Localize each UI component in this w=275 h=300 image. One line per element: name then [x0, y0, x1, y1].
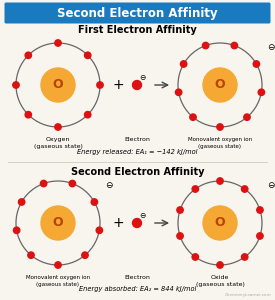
- Text: O: O: [53, 79, 63, 92]
- Text: Oxygen
(gaseous state): Oxygen (gaseous state): [34, 137, 82, 148]
- Circle shape: [257, 207, 263, 213]
- Circle shape: [203, 206, 237, 240]
- Text: Electron: Electron: [124, 275, 150, 280]
- Circle shape: [41, 206, 75, 240]
- Circle shape: [133, 218, 141, 227]
- Text: Monovalent oxygen ion
(gaseous state): Monovalent oxygen ion (gaseous state): [26, 275, 90, 286]
- Circle shape: [69, 180, 76, 187]
- Text: Energy released: EA₁ = −142 kJ/mol: Energy released: EA₁ = −142 kJ/mol: [77, 149, 198, 155]
- Text: First Electron Affinity: First Electron Affinity: [78, 25, 197, 35]
- Circle shape: [217, 178, 223, 184]
- Circle shape: [241, 186, 248, 192]
- Circle shape: [217, 124, 223, 130]
- Circle shape: [25, 52, 32, 58]
- FancyBboxPatch shape: [4, 2, 271, 23]
- Text: Oxide
(gaseous state): Oxide (gaseous state): [196, 275, 244, 286]
- Text: +: +: [112, 78, 124, 92]
- Circle shape: [241, 254, 248, 260]
- Text: ChemistryLearner.com: ChemistryLearner.com: [224, 293, 271, 297]
- Circle shape: [28, 252, 34, 258]
- Circle shape: [18, 199, 25, 205]
- Text: ⊖⊖: ⊖⊖: [267, 181, 275, 190]
- Circle shape: [244, 114, 250, 120]
- Text: ⊖: ⊖: [267, 43, 274, 52]
- Circle shape: [97, 82, 103, 88]
- Circle shape: [96, 227, 103, 233]
- Text: O: O: [215, 79, 225, 92]
- Text: Second Electron Affinity: Second Electron Affinity: [71, 167, 204, 177]
- Circle shape: [55, 40, 61, 46]
- Circle shape: [175, 89, 182, 95]
- Circle shape: [202, 42, 209, 49]
- Circle shape: [91, 199, 98, 205]
- Circle shape: [40, 180, 47, 187]
- Circle shape: [203, 68, 237, 102]
- Circle shape: [55, 124, 61, 130]
- Circle shape: [13, 82, 19, 88]
- Circle shape: [84, 112, 91, 118]
- Circle shape: [253, 61, 260, 67]
- Text: O: O: [215, 217, 225, 230]
- Circle shape: [84, 52, 91, 58]
- Text: Electron: Electron: [124, 137, 150, 142]
- Circle shape: [231, 42, 238, 49]
- Text: Second Electron Affinity: Second Electron Affinity: [57, 7, 218, 20]
- Circle shape: [180, 61, 187, 67]
- Circle shape: [13, 227, 20, 233]
- Circle shape: [217, 262, 223, 268]
- Circle shape: [192, 254, 199, 260]
- Circle shape: [177, 233, 183, 239]
- Text: ⊖: ⊖: [139, 212, 145, 220]
- Circle shape: [25, 112, 32, 118]
- Circle shape: [55, 262, 61, 268]
- Circle shape: [41, 68, 75, 102]
- Circle shape: [82, 252, 88, 258]
- Text: ⊖: ⊖: [105, 181, 112, 190]
- Circle shape: [192, 186, 199, 192]
- Text: O: O: [53, 217, 63, 230]
- Circle shape: [190, 114, 196, 120]
- Text: +: +: [112, 216, 124, 230]
- Text: ⊖: ⊖: [139, 74, 145, 82]
- Text: Monovalent oxygen ion
(gaseous state): Monovalent oxygen ion (gaseous state): [188, 137, 252, 148]
- Circle shape: [257, 233, 263, 239]
- Circle shape: [133, 80, 141, 89]
- Circle shape: [177, 207, 183, 213]
- Circle shape: [258, 89, 265, 95]
- Text: Energy absorbed: EA₂ = 844 kJ/mol: Energy absorbed: EA₂ = 844 kJ/mol: [79, 286, 196, 292]
